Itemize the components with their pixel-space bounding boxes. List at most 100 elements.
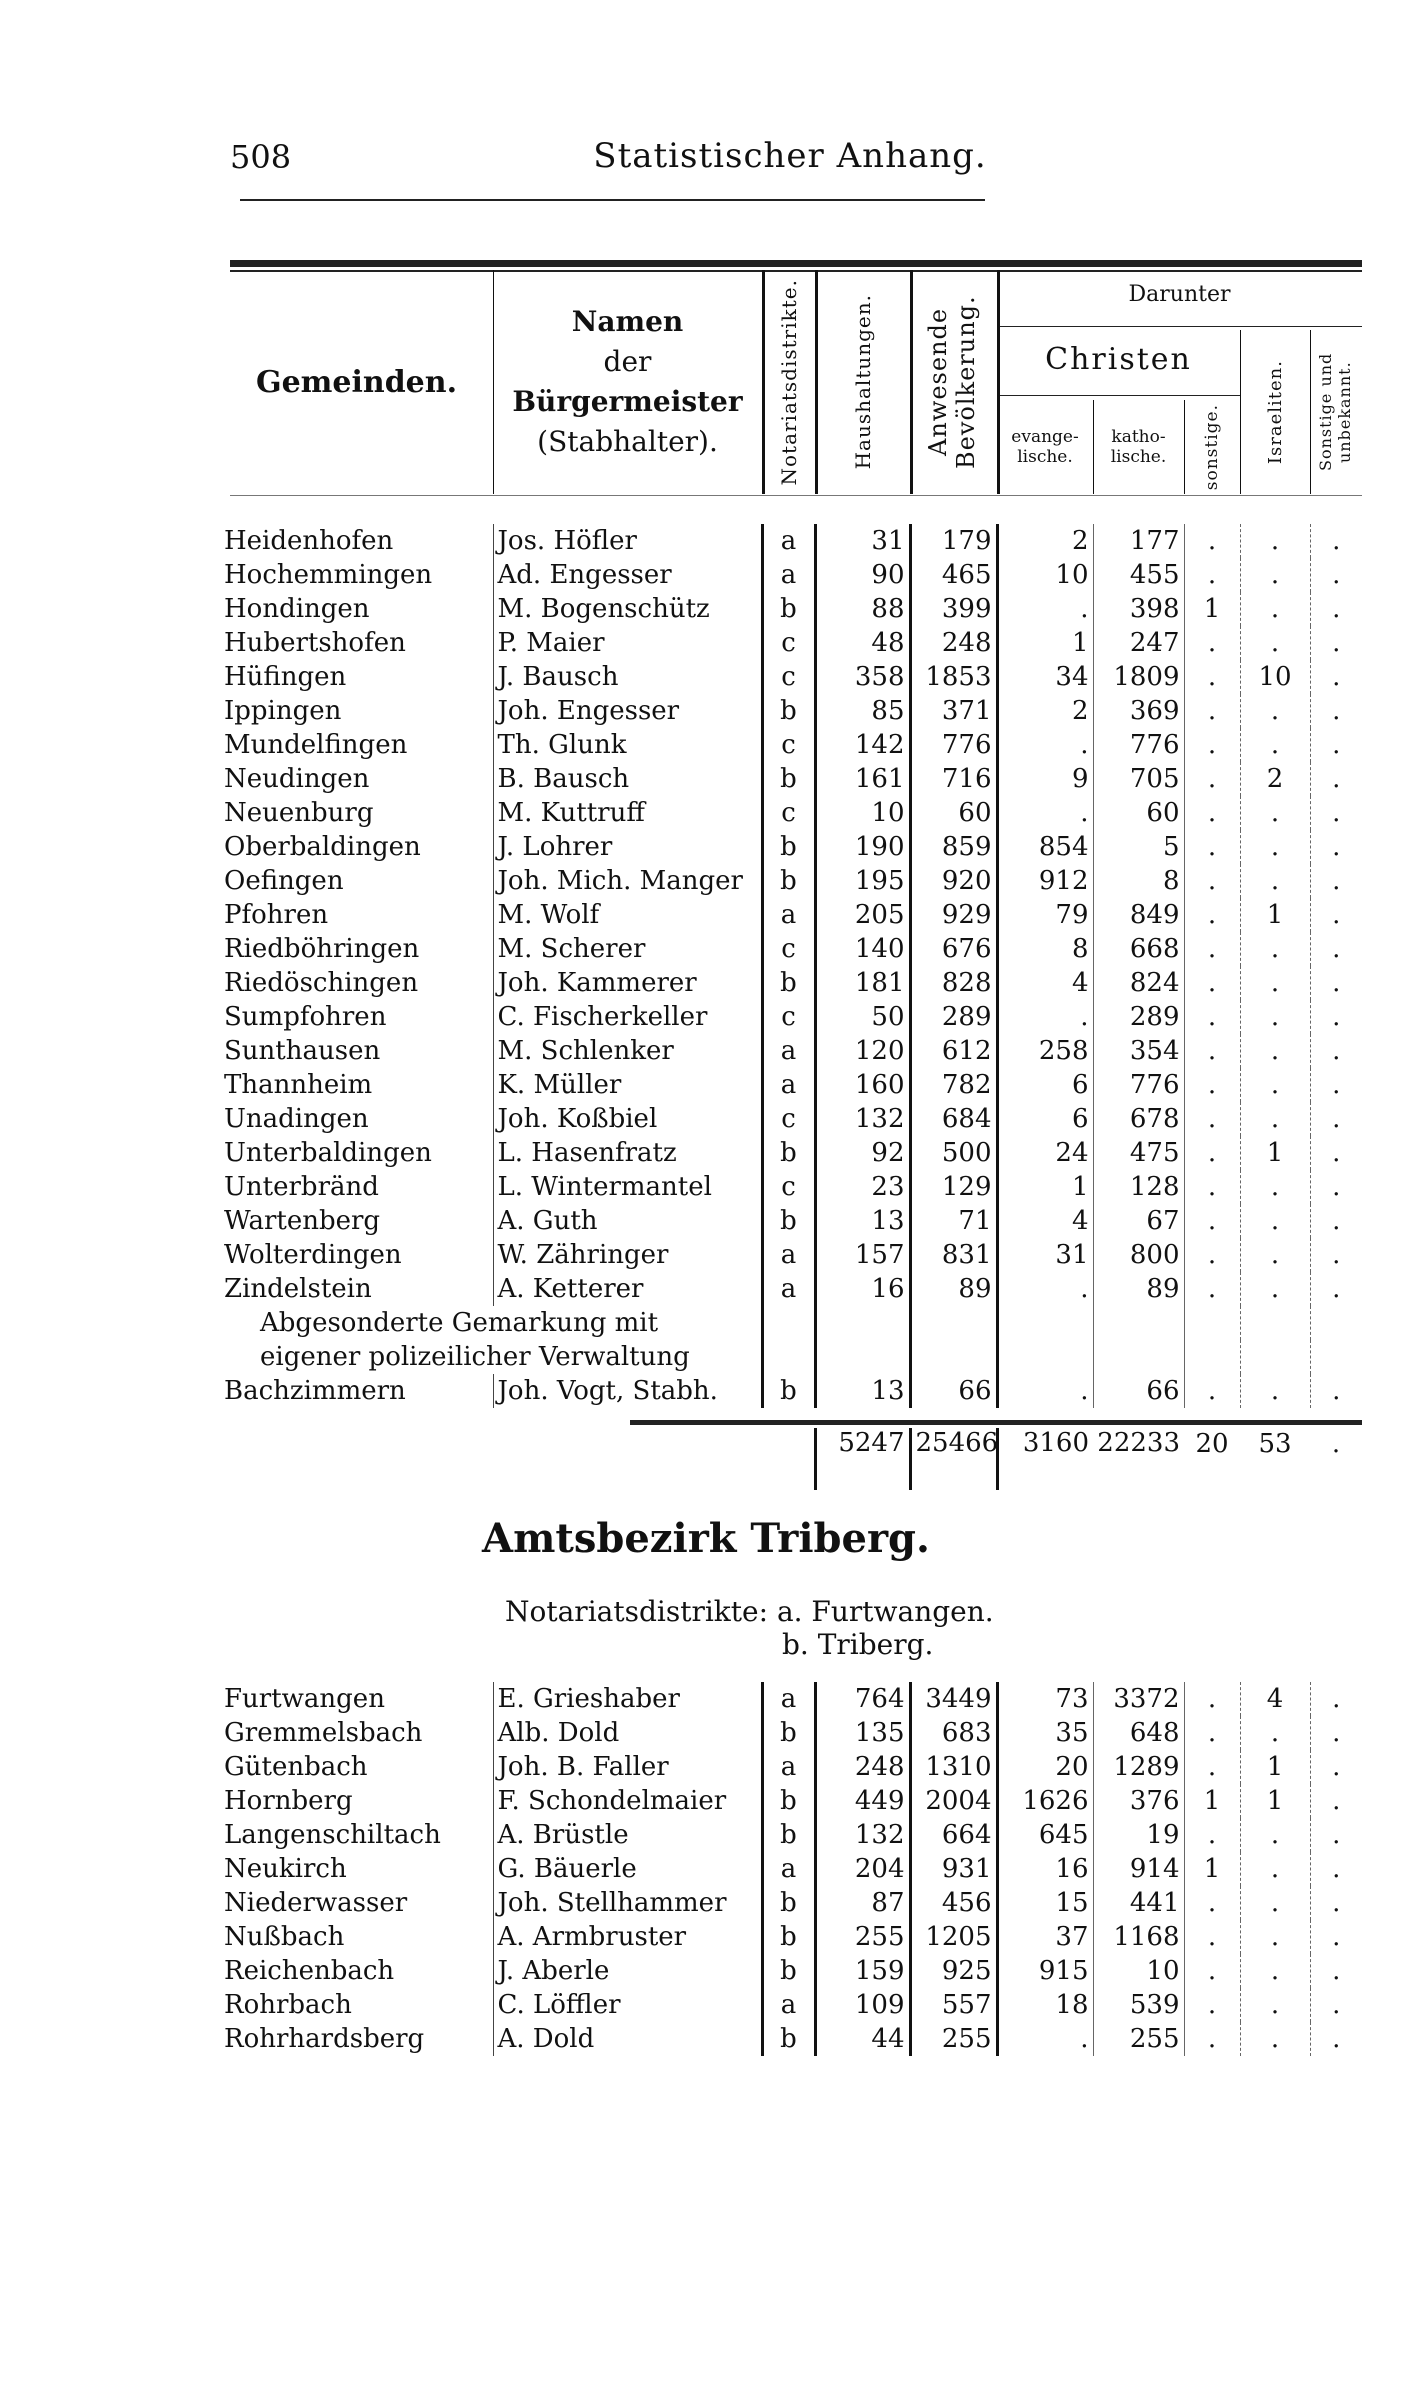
cell-notariat: a [760, 558, 815, 592]
cell-haushaltungen: 181 [813, 966, 910, 1000]
cell-buergermeister: Ad. Engesser [492, 558, 762, 592]
cell-bevoelkerung: 929 [908, 898, 999, 932]
cell-notariat: b [760, 864, 815, 898]
cell-gemeinde: Hornberg [224, 1786, 353, 1816]
cell-israeliten: . [1239, 932, 1310, 966]
cell-bevoelkerung: 129 [908, 1170, 999, 1204]
cell-gemeinde: Zindelstein [224, 1274, 372, 1304]
cell-buergermeister: W. Zähringer [492, 1238, 762, 1272]
cell-evangelische: . [1080, 2024, 1089, 2054]
table-row: Furtwangen E. Grieshaber a 764 3449 73 3372. 4. [220, 1682, 1362, 1716]
cell-buergermeister: E. Grieshaber [492, 1682, 762, 1716]
cell-unbekannt: . [1309, 830, 1362, 864]
cell-katholische: 705 [1092, 762, 1185, 796]
cell-evangelische: 912 [1038, 866, 1089, 896]
cell-notariat: b [760, 1954, 815, 1988]
cell-bevoelkerung: 255 [908, 2022, 999, 2056]
cell-unbekannt: . [1309, 1068, 1362, 1102]
cell-israeliten: . [1239, 1102, 1310, 1136]
cell-katholische: 539 [1092, 1988, 1185, 2022]
cell-unbekannt: . [1309, 1272, 1362, 1306]
cell-israeliten: 2 [1239, 762, 1310, 796]
cell-buergermeister: Joh. Stellhammer [492, 1886, 762, 1920]
table-row: Wolterdingen W. Zähringer a 157 831 31 800... [220, 1238, 1362, 1272]
cell-gemeinde: Niederwasser [224, 1888, 408, 1918]
header-israeliten: Israeliten. [1264, 359, 1286, 465]
cell-haushaltungen: 764 [813, 1682, 910, 1716]
cell-evangelische: 16 [1055, 1854, 1089, 1884]
cell-evangelische: 6 [1071, 1070, 1089, 1100]
cell-gemeinde: Oefingen [224, 866, 344, 896]
cell-haushaltungen: 248 [813, 1750, 910, 1784]
cell-notariat: b [760, 1204, 815, 1238]
cell-notariat: b [760, 830, 815, 864]
cell-sonstige: . [1207, 866, 1217, 896]
cell-haushaltungen: 204 [813, 1852, 910, 1886]
cell-bevoelkerung: 612 [908, 1034, 999, 1068]
cell-katholische: 67 [1092, 1204, 1185, 1238]
cell-notariat: b [760, 966, 815, 1000]
header-unbekannt: Sonstige und unbekannt. [1316, 352, 1354, 472]
cell-gemeinde: Oberbaldingen [224, 832, 421, 862]
cell-empty [760, 1340, 815, 1374]
table-row: Neuenburg M. Kuttruff c 10 60. 60... [220, 796, 1362, 830]
table-row: Nußbach A. Armbruster b 255 1205 37 1168... [220, 1920, 1362, 1954]
cell-buergermeister: P. Maier [492, 626, 762, 660]
cell-israeliten: . [1239, 592, 1310, 626]
table-row: Unterbränd L. Wintermantel c 23 129 1 128... [220, 1170, 1362, 1204]
cell-notariat: b [760, 592, 815, 626]
cell-haushaltungen: 13 [813, 1374, 910, 1408]
cell-haushaltungen: 48 [813, 626, 910, 660]
cell-israeliten: . [1239, 1886, 1310, 1920]
cell-gemeinde: Wolterdingen [224, 1240, 402, 1270]
cell-gemeinde: Riedböhringen [224, 934, 420, 964]
cell-katholische: 849 [1092, 898, 1185, 932]
cell-unbekannt: . [1309, 1238, 1362, 1272]
cell-empty [1239, 1306, 1310, 1340]
cell-empty [1092, 1340, 1185, 1374]
cell-israeliten: . [1239, 1954, 1310, 1988]
cell-evangelische: 1 [1071, 628, 1089, 658]
total-katholische: 22233 [1097, 1428, 1180, 1458]
cell-bevoelkerung: 465 [908, 558, 999, 592]
section-subtitle-1: Notariatsdistrikte: a. Furtwangen. [505, 1595, 994, 1628]
cell-buergermeister: Joh. Koßbiel [492, 1102, 762, 1136]
cell-evangelische: 1 [1071, 1172, 1089, 1202]
cell-haushaltungen: 23 [813, 1170, 910, 1204]
cell-evangelische: . [1080, 798, 1089, 828]
cell-katholische: 398 [1092, 592, 1185, 626]
cell-gemeinde: Hochemmingen [224, 560, 433, 590]
cell-sonstige: . [1207, 900, 1217, 930]
cell-gemeinde: Rohrbach [224, 1990, 352, 2020]
cell-evangelische: 4 [1071, 968, 1089, 998]
table-header: Gemeinden. Namen der Bürgermeister (Stab… [220, 270, 1362, 494]
subtitle-label: Notariatsdistrikte: [505, 1595, 769, 1628]
cell-katholische: 369 [1092, 694, 1185, 728]
cell-notariat: c [760, 1170, 815, 1204]
cell-evangelische: . [1080, 730, 1089, 760]
cell-haushaltungen: 13 [813, 1204, 910, 1238]
cell-notariat: a [760, 1272, 815, 1306]
cell-sonstige: . [1207, 1922, 1217, 1952]
cell-buergermeister: C. Fischerkeller [492, 1000, 762, 1034]
cell-sonstige: . [1207, 1820, 1217, 1850]
cell-haushaltungen: 157 [813, 1238, 910, 1272]
header-namen: Namen der Bürgermeister (Stabhalter). [493, 270, 762, 494]
cell-unbekannt: . [1309, 1374, 1362, 1408]
cell-gemeinde: Hondingen [224, 594, 370, 624]
cell-gemeinde: Neuenburg [224, 798, 374, 828]
cell-bevoelkerung: 831 [908, 1238, 999, 1272]
cell-evangelische: 37 [1055, 1922, 1089, 1952]
cell-israeliten: . [1239, 1374, 1310, 1408]
cell-unbekannt: . [1309, 864, 1362, 898]
cell-unbekannt: . [1309, 932, 1362, 966]
cell-katholische: 776 [1092, 1068, 1185, 1102]
cell-notariat: b [760, 1784, 815, 1818]
total-evangelische: 3160 [1022, 1428, 1089, 1458]
cell-israeliten: . [1239, 2022, 1310, 2056]
cell-buergermeister: L. Hasenfratz [492, 1136, 762, 1170]
page-number: 508 [230, 138, 292, 176]
cell-gemeinde: Bachzimmern [224, 1376, 406, 1406]
cell-notariat: a [760, 1034, 815, 1068]
district-b: b. Triberg. [782, 1628, 934, 1661]
